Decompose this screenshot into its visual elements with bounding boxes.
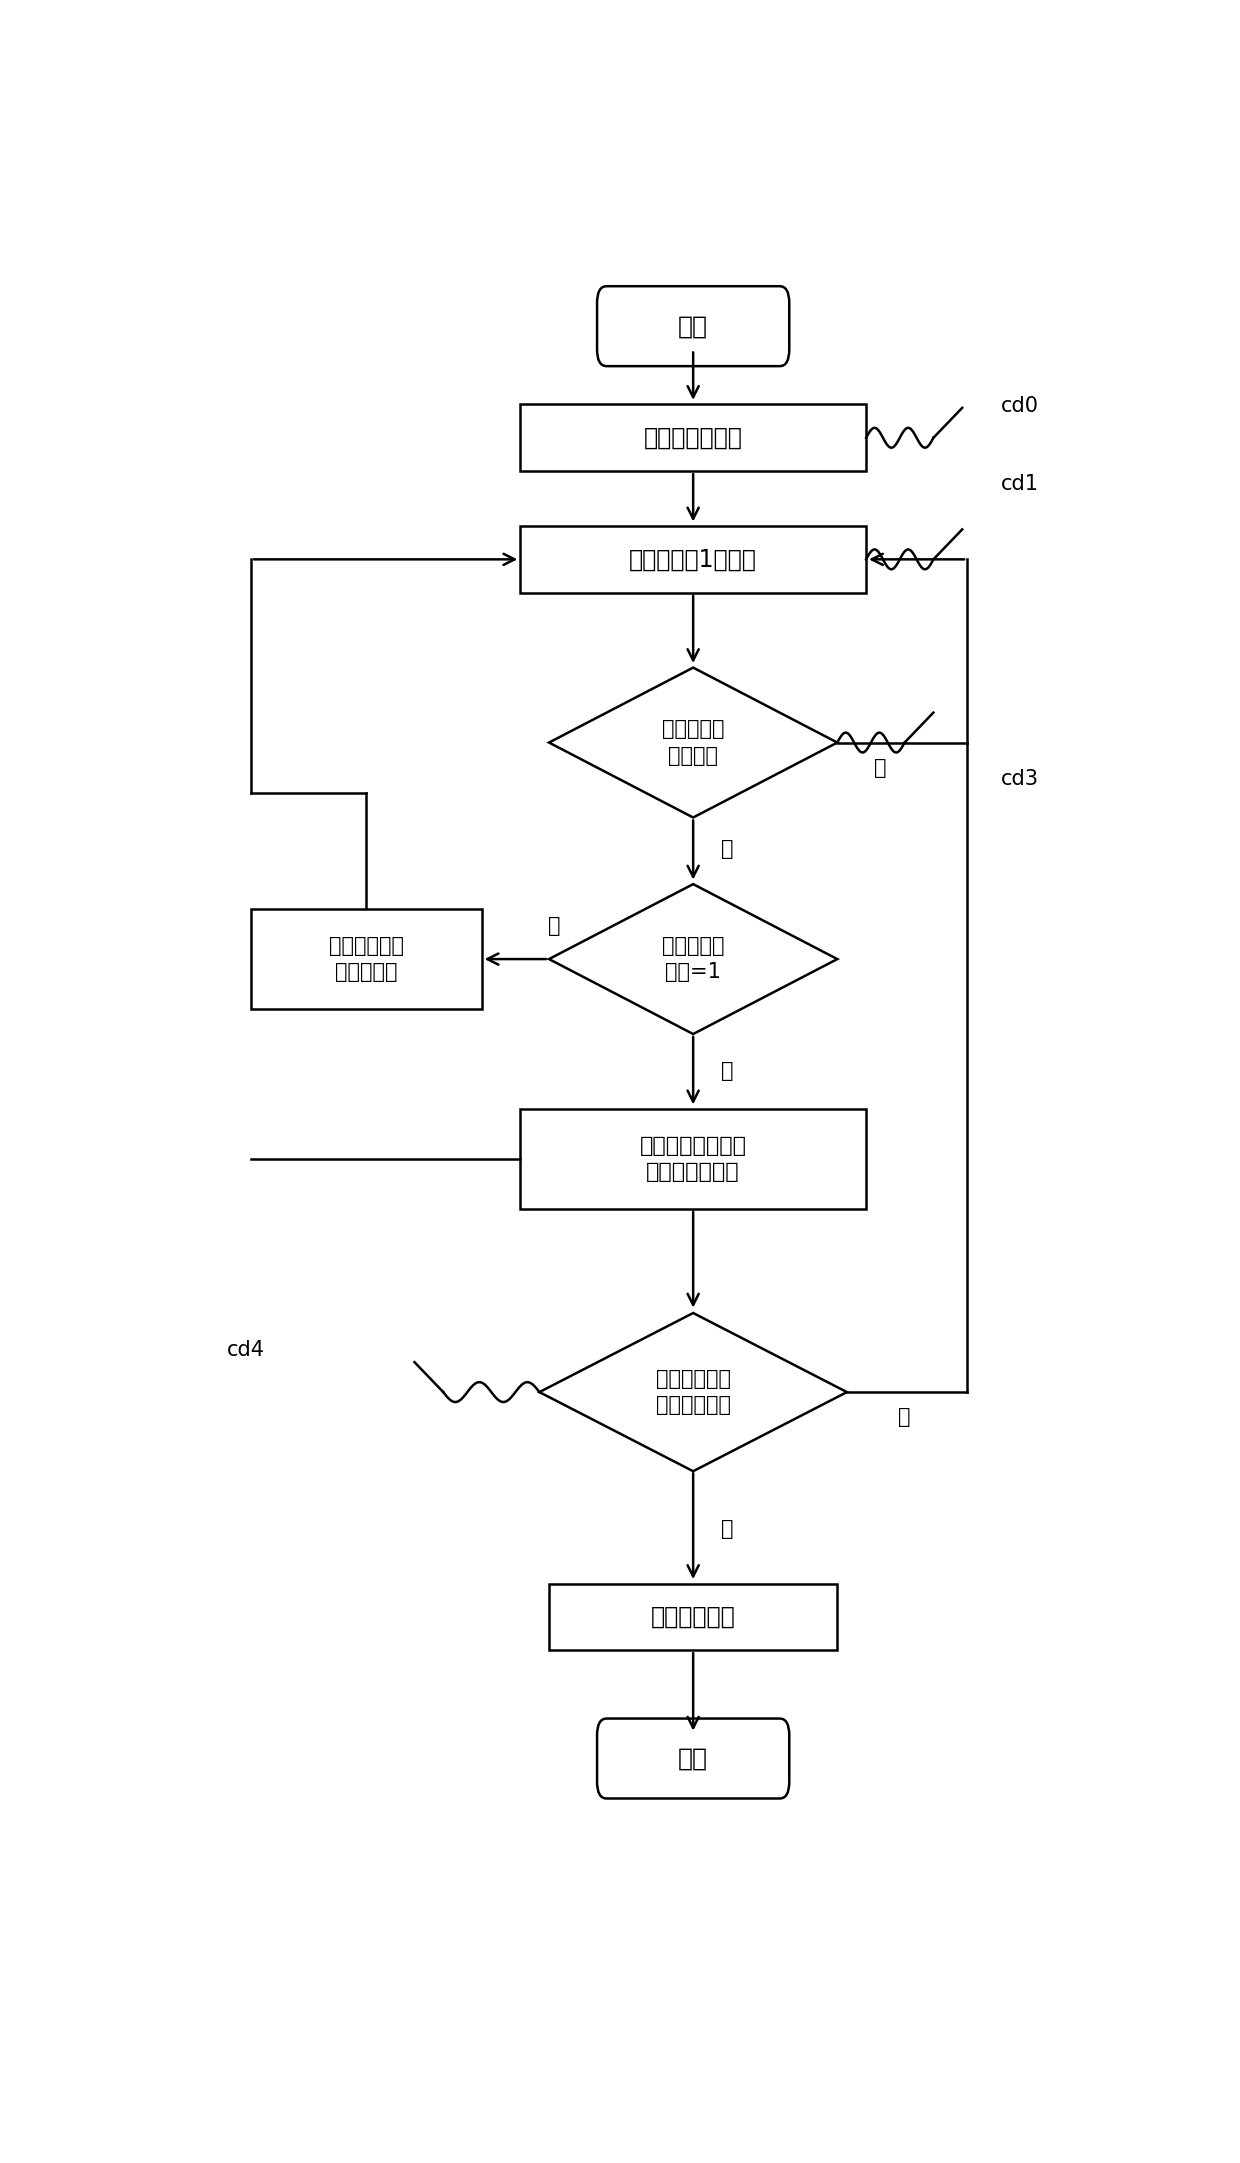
Text: 按顺序读取1位数据: 按顺序读取1位数据	[629, 547, 758, 571]
Text: 构成一个游程: 构成一个游程	[651, 1605, 735, 1629]
Bar	[549, 1583, 837, 1650]
Bar	[521, 526, 866, 593]
Text: 是: 是	[720, 1060, 733, 1082]
Text: cd1: cd1	[1001, 474, 1039, 495]
Text: 开始: 开始	[678, 314, 708, 337]
Text: 否: 否	[874, 757, 887, 777]
Text: 否: 否	[720, 1518, 733, 1538]
Text: 当前数据流
长度=1: 当前数据流 长度=1	[662, 937, 724, 982]
Bar	[521, 1110, 866, 1209]
Text: cd4: cd4	[227, 1341, 265, 1361]
FancyBboxPatch shape	[598, 1720, 789, 1797]
Bar	[250, 908, 481, 1008]
Polygon shape	[549, 885, 837, 1034]
Text: cd0: cd0	[1001, 396, 1039, 415]
Text: 当前数据是否
与前一位相同: 当前数据是否 与前一位相同	[656, 1369, 730, 1415]
Polygon shape	[539, 1313, 847, 1471]
Text: 填充与后面最近确
定位相同的数据: 填充与后面最近确 定位相同的数据	[640, 1136, 746, 1183]
Text: cd3: cd3	[1001, 770, 1039, 789]
Text: 当前数据流清零: 当前数据流清零	[644, 426, 743, 450]
Text: 填充与前一位
相同的数据: 填充与前一位 相同的数据	[329, 937, 404, 982]
Text: 否: 否	[548, 915, 560, 937]
Text: 是: 是	[720, 839, 733, 859]
Polygon shape	[549, 668, 837, 818]
Bar	[521, 404, 866, 472]
Text: 结束: 结束	[678, 1746, 708, 1771]
Text: 当前数据是
否无关位: 当前数据是 否无关位	[662, 720, 724, 766]
FancyBboxPatch shape	[598, 286, 789, 366]
Text: 是: 是	[898, 1408, 911, 1428]
